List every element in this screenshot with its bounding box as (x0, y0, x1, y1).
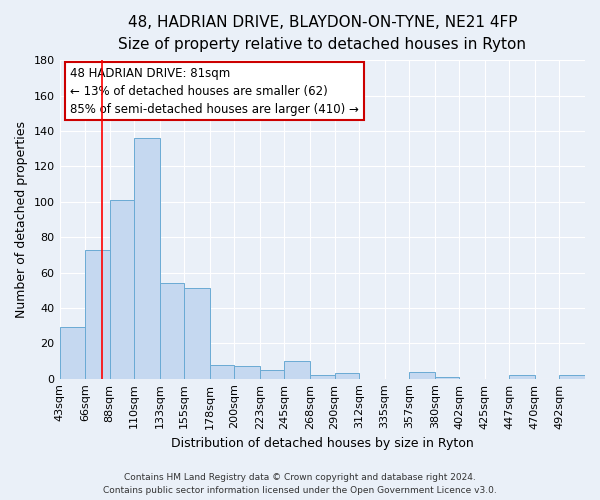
Bar (184, 288, 210, 378)
Bar (310, 375, 335, 378)
Bar (284, 361, 310, 378)
Bar (235, 366, 260, 378)
Bar (509, 375, 535, 378)
Bar (85, 250, 110, 378)
Bar (559, 375, 585, 378)
Bar (210, 364, 235, 378)
Title: 48, HADRIAN DRIVE, BLAYDON-ON-TYNE, NE21 4FP
Size of property relative to detach: 48, HADRIAN DRIVE, BLAYDON-ON-TYNE, NE21… (118, 15, 526, 52)
Bar (260, 370, 284, 378)
Bar (335, 374, 359, 378)
Text: Contains HM Land Registry data © Crown copyright and database right 2024.
Contai: Contains HM Land Registry data © Crown c… (103, 474, 497, 495)
Bar (435, 377, 459, 378)
Y-axis label: Number of detached properties: Number of detached properties (15, 121, 28, 318)
Bar (134, 138, 160, 378)
Bar (59, 328, 85, 378)
Bar (160, 283, 184, 378)
Text: 48 HADRIAN DRIVE: 81sqm
← 13% of detached houses are smaller (62)
85% of semi-de: 48 HADRIAN DRIVE: 81sqm ← 13% of detache… (70, 66, 359, 116)
Bar (409, 372, 435, 378)
Bar (110, 200, 134, 378)
X-axis label: Distribution of detached houses by size in Ryton: Distribution of detached houses by size … (171, 437, 473, 450)
